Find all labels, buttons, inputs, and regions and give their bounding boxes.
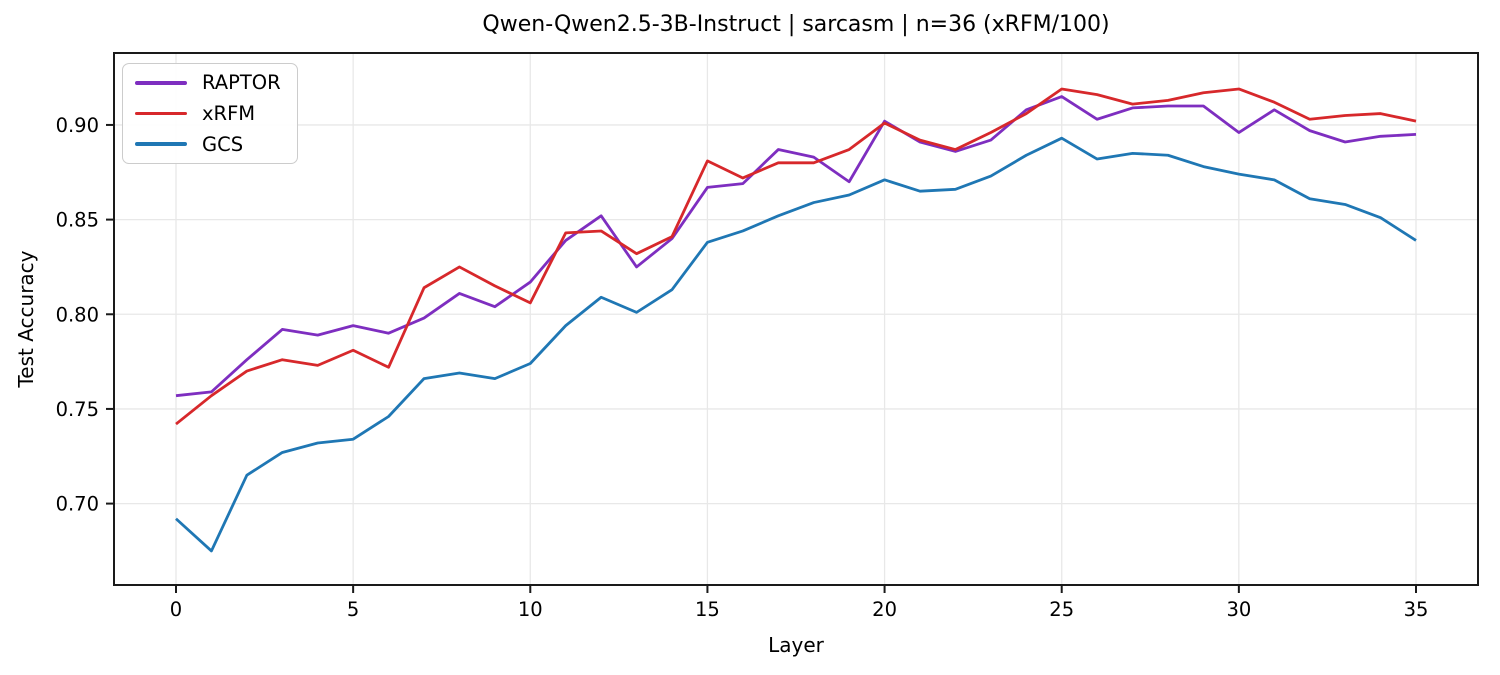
legend-label: GCS bbox=[202, 132, 244, 156]
y-tick-label: 0.75 bbox=[56, 398, 99, 421]
legend: RAPTOR xRFM GCS bbox=[122, 63, 298, 164]
chart-title: Qwen-Qwen2.5-3B-Instruct | sarcasm | n=3… bbox=[482, 12, 1109, 37]
y-tick-label: 0.80 bbox=[56, 303, 99, 326]
series-line-xrfm bbox=[175, 87, 1417, 426]
axes: 0 5 10 15 20 25 30 35 0.70 0.75 0.80 0.85 0.90 bbox=[56, 52, 1479, 621]
legend-label: RAPTOR bbox=[202, 71, 281, 94]
legend-item-gcs: GCS bbox=[135, 132, 281, 156]
series-line-raptor bbox=[175, 95, 1417, 398]
y-tick-label: 0.90 bbox=[56, 114, 99, 137]
legend-line-swatch bbox=[135, 142, 187, 147]
x-tick-label: 25 bbox=[1049, 598, 1074, 621]
legend-item-xrfm: xRFM bbox=[135, 104, 281, 124]
x-tick-label: 15 bbox=[695, 598, 720, 621]
legend-label: xRFM bbox=[202, 101, 256, 125]
series-lines bbox=[175, 87, 1417, 553]
plot-border bbox=[113, 52, 1479, 586]
gridlines bbox=[114, 53, 1478, 585]
x-tick-label: 30 bbox=[1226, 598, 1251, 621]
legend-item-raptor: RAPTOR bbox=[135, 73, 281, 93]
legend-line-swatch bbox=[135, 111, 187, 116]
x-axis-label: Layer bbox=[768, 633, 825, 657]
x-tick-label: 5 bbox=[347, 598, 359, 621]
legend-line-swatch bbox=[135, 80, 187, 85]
y-tick-label: 0.70 bbox=[56, 493, 99, 516]
y-tick-label: 0.85 bbox=[56, 209, 99, 232]
x-tick-label: 35 bbox=[1404, 598, 1429, 621]
x-tick-label: 10 bbox=[518, 598, 543, 621]
series-line-gcs bbox=[175, 136, 1417, 553]
x-tick-label: 0 bbox=[170, 598, 182, 621]
y-axis-label: Test Accuracy bbox=[14, 250, 38, 388]
x-tick-label: 20 bbox=[872, 598, 897, 621]
